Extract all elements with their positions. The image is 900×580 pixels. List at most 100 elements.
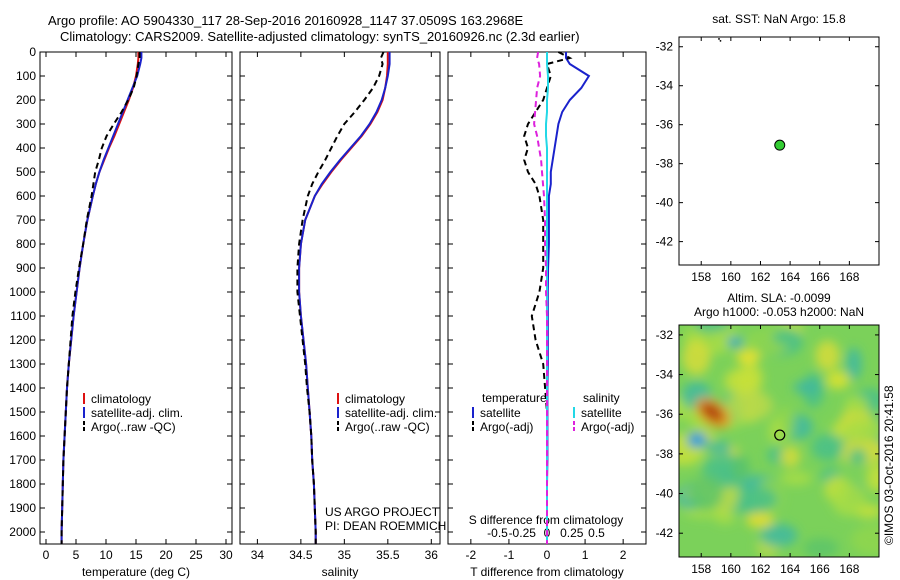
sla-map-anomaly	[736, 350, 760, 364]
depth-tick-label: 1100	[10, 309, 36, 323]
sst-map-y-tick-label: -36	[656, 118, 674, 132]
sla-map-x-tick-label: 166	[810, 562, 830, 576]
depth-tick-label: 1300	[9, 357, 36, 371]
temperature-x-tick-label: 10	[99, 548, 113, 562]
sla-map-blob	[682, 340, 711, 375]
sla-map-x-tick-label: 158	[691, 562, 711, 576]
depth-tick-label: 400	[16, 141, 36, 155]
sla-map-blob	[831, 482, 866, 517]
sst-map-track-point	[719, 39, 722, 42]
difference-top-tick-label: -0.25	[509, 526, 537, 540]
sla-map-x-tick-label: 168	[839, 562, 859, 576]
difference-legend-label: satellite	[480, 406, 521, 420]
sla-map-blob	[793, 380, 821, 395]
temperature-x-tick-label: 15	[129, 548, 143, 562]
depth-tick-label: 2000	[9, 525, 36, 539]
temperature-x-tick-label: 5	[73, 548, 80, 562]
sla-map-blob	[731, 454, 750, 482]
sla-map-blob	[705, 441, 733, 454]
sla-map-x-tick-label: 160	[721, 562, 741, 576]
salinity-legend-label: satellite-adj. clim.	[345, 406, 437, 420]
sst-map-x-tick-label: 168	[839, 270, 859, 284]
depth-tick-label: 1600	[9, 429, 36, 443]
depth-tick-label: 1000	[9, 285, 36, 299]
depth-tick-label: 800	[16, 237, 36, 251]
difference-x-tick-label: 1	[582, 548, 589, 562]
chart-title-line2: Climatology: CARS2009. Satellite-adjuste…	[60, 29, 580, 44]
sla-map-blob	[844, 395, 869, 414]
sla-map-x-tick-label: 164	[780, 562, 800, 576]
sla-map-anomaly	[746, 512, 774, 528]
credit-pi: PI: DEAN ROEMMICH	[325, 519, 447, 533]
depth-tick-label: 700	[16, 213, 36, 227]
difference-legend-group-temperature: temperature	[482, 391, 547, 405]
sst-map-x-tick-label: 162	[750, 270, 770, 284]
sst-map-y-tick-label: -40	[656, 196, 674, 210]
sla-map-blob	[815, 340, 840, 371]
depth-tick-label: 900	[16, 261, 36, 275]
depth-tick-label: 500	[16, 165, 36, 179]
temperature-series-2	[60, 52, 141, 544]
sla-map-high-anomaly-core	[700, 402, 724, 422]
temperature-legend-label: climatology	[91, 392, 151, 406]
temperature-x-label: temperature (deg C)	[82, 565, 190, 579]
credit-project: US ARGO PROJECT	[325, 505, 440, 519]
sla-map-blob	[845, 347, 862, 380]
sst-map-x-tick-label: 158	[691, 270, 711, 284]
sla-map-low-anomaly	[687, 432, 707, 448]
sst-map-x-tick-label: 160	[721, 270, 741, 284]
sla-map-y-tick-label: -42	[656, 526, 674, 540]
salinity-axes	[239, 51, 441, 545]
sst-map-track-point	[718, 38, 720, 40]
sla-map-blob	[850, 525, 879, 555]
sla-map-blob	[688, 475, 724, 511]
difference-legend-group-salinity: salinity	[583, 391, 620, 405]
difference-top-tick-label: -0.5	[487, 526, 508, 540]
difference-x-tick-label: -1	[504, 548, 515, 562]
sla-map-blob	[811, 434, 845, 461]
sla-map-y-tick-label: -36	[656, 407, 674, 421]
sla-map-axes	[678, 324, 880, 558]
temperature-x-tick-label: 25	[189, 548, 203, 562]
depth-tick-label: 300	[16, 117, 36, 131]
sst-map-x-tick-label: 164	[780, 270, 800, 284]
sla-map-blobs	[679, 325, 879, 557]
sla-map-x-tick-label: 162	[750, 562, 770, 576]
depth-tick-label: 1200	[9, 333, 36, 347]
salinity-x-tick-label: 35.5	[376, 548, 400, 562]
difference-x-tick-label: 2	[620, 548, 627, 562]
tdiff-series-0	[546, 52, 591, 544]
depth-tick-label: 200	[16, 93, 36, 107]
sla-map-title-line1: Altim. SLA: -0.0099	[727, 291, 831, 305]
salinity-legend-label: climatology	[345, 392, 405, 406]
sla-map-blob	[771, 329, 803, 346]
sla-map-blob	[714, 511, 736, 525]
temperature-x-tick-label: 30	[219, 548, 233, 562]
salinity-x-tick-label: 35	[338, 548, 352, 562]
sla-map-blob	[842, 418, 879, 441]
sla-map-title-line2: Argo h1000: -0.053 h2000: NaN	[694, 305, 864, 319]
sla-map-y-tick-label: -38	[656, 447, 674, 461]
difference-x-label: T difference from climatology	[470, 565, 624, 579]
sla-map-y-tick-label: -34	[656, 368, 674, 382]
sla-map-blob	[759, 523, 798, 547]
depth-tick-label: 1800	[9, 477, 36, 491]
salinity-x-tick-label: 34.5	[289, 548, 313, 562]
sla-map-low-anomaly	[727, 337, 743, 347]
sla-map-blob	[803, 538, 839, 557]
sst-map-float-marker	[774, 139, 786, 151]
depth-tick-label: 1900	[9, 501, 36, 515]
sla-map-anomaly	[826, 371, 850, 389]
sst-map-y-tick-label: -34	[656, 79, 674, 93]
sdiff-series-1	[533, 51, 548, 544]
salinity-legend-label: Argo(..raw -QC)	[345, 420, 430, 434]
salinity-series-2	[296, 51, 385, 544]
salinity-x-tick-label: 34	[251, 548, 265, 562]
difference-top-tick-label: 0.25	[560, 526, 584, 540]
sst-map-y-tick-label: -42	[656, 235, 674, 249]
sla-map-field	[679, 325, 879, 557]
sst-map-y-tick-label: -38	[656, 157, 674, 171]
difference-legend-label: satellite	[581, 406, 622, 420]
temperature-x-tick-label: 20	[159, 548, 173, 562]
